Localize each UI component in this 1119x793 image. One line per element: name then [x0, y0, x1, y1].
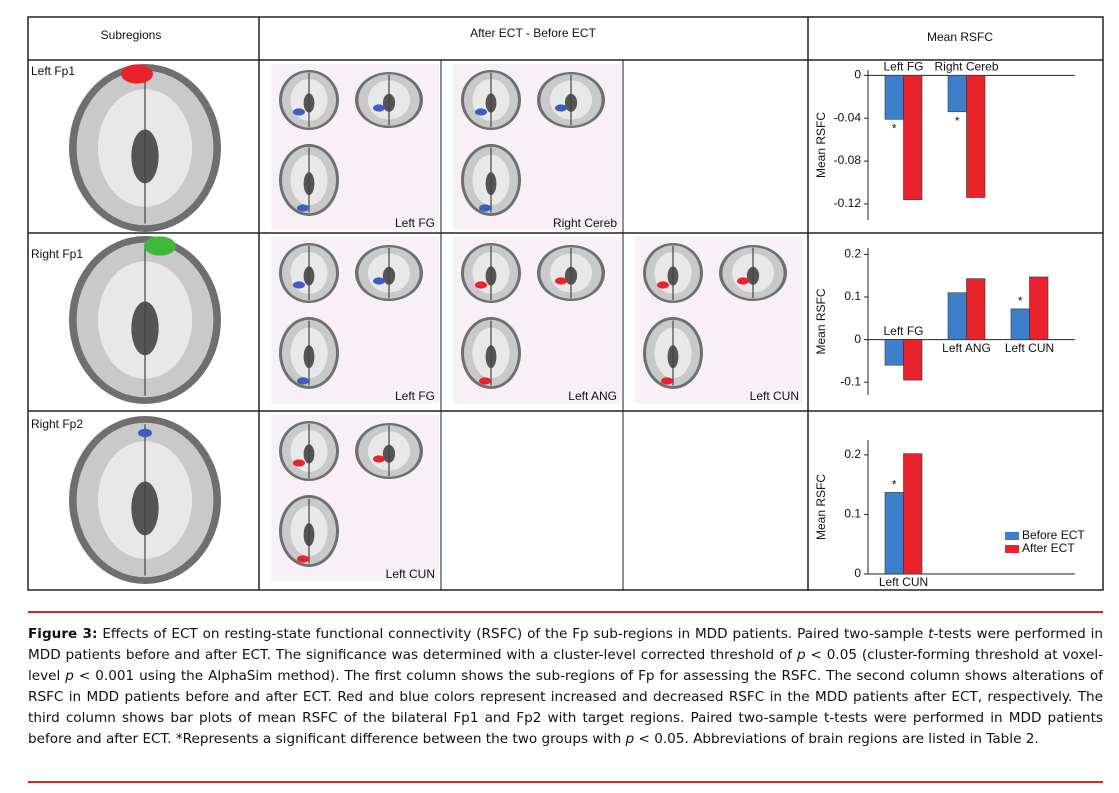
- caption-text: t: [928, 626, 934, 642]
- region-label: Left CUN: [750, 389, 799, 403]
- x-category-label: Right Cereb: [934, 60, 998, 74]
- subregion-label: Right Fp2: [31, 417, 83, 431]
- y-tick-label: 0: [854, 332, 861, 346]
- y-tick-label: -0.12: [834, 196, 862, 210]
- brain-cluster: [373, 104, 385, 112]
- bar: [903, 453, 923, 575]
- brain-cluster: [293, 281, 305, 289]
- region-label: Left CUN: [386, 567, 435, 581]
- subregion-label: Left Fp1: [31, 64, 75, 78]
- brain-cluster: [479, 204, 491, 212]
- bar: [1029, 276, 1049, 340]
- legend-swatch: [1005, 532, 1019, 540]
- y-tick-label: 0: [854, 68, 861, 82]
- y-tick-label: 0: [854, 566, 861, 580]
- caption: Figure 3: Effects of ECT on resting-stat…: [28, 624, 1103, 750]
- bar: [947, 75, 967, 113]
- bar: [903, 75, 923, 200]
- significance-mark: *: [955, 114, 960, 128]
- figure: Subregions After ECT - Before ECT Mean R…: [27, 16, 1104, 591]
- caption-text: p: [65, 668, 74, 684]
- table-grid: [27, 16, 1104, 591]
- brain-cluster: [373, 277, 385, 285]
- brain-cluster: [293, 108, 305, 116]
- brain-cluster: [479, 377, 491, 385]
- brain-cluster: [297, 377, 309, 385]
- caption-text: Effects of ECT on resting-state function…: [97, 626, 929, 642]
- brain-cluster: [475, 281, 487, 289]
- legend-swatch: [1005, 545, 1019, 553]
- x-category-label: Left FG: [883, 324, 923, 338]
- bar: [966, 75, 986, 198]
- y-tick-label: 0.2: [844, 447, 861, 461]
- bar: [884, 492, 904, 575]
- caption-text: -tests were performed in MDD patients be…: [28, 626, 1103, 663]
- bar: [947, 292, 967, 340]
- brain-cluster: [555, 104, 567, 112]
- caption-text: p: [797, 647, 806, 663]
- significance-mark: *: [892, 478, 897, 492]
- x-category-label: Left FG: [883, 60, 923, 74]
- brain-cluster: [737, 277, 749, 285]
- y-tick-label: -0.1: [840, 374, 861, 388]
- brain-cluster: [121, 64, 153, 84]
- brain-cluster: [657, 281, 669, 289]
- brain-cluster: [373, 455, 385, 463]
- y-tick-label: 0.1: [844, 289, 861, 303]
- caption-label: Figure 3:: [28, 626, 98, 642]
- bar: [966, 278, 986, 340]
- region-label: Left ANG: [568, 389, 617, 403]
- brain-cluster: [661, 377, 673, 385]
- y-tick-label: 0.2: [844, 247, 861, 261]
- column-header: Mean RSFC: [927, 30, 993, 44]
- y-tick-label: -0.08: [834, 153, 862, 167]
- region-label: Left FG: [395, 389, 435, 403]
- brain-cluster: [138, 428, 152, 438]
- caption-text: < 0.001 using the AlphaSim method). The …: [28, 668, 1103, 747]
- brain-cluster: [297, 204, 309, 212]
- caption-text: p: [625, 731, 635, 747]
- caption-rule: [28, 781, 1103, 783]
- y-axis-label: Mean RSFC: [814, 288, 828, 354]
- brain-cluster: [293, 459, 305, 467]
- y-axis-label: Mean RSFC: [814, 112, 828, 178]
- legend-label: After ECT: [1022, 541, 1075, 555]
- y-tick-label: -0.04: [834, 110, 862, 124]
- brain-cluster: [297, 555, 309, 563]
- y-axis-label: Mean RSFC: [814, 474, 828, 540]
- bar: [903, 339, 923, 381]
- caption-rule: [28, 611, 1103, 613]
- bar: [1010, 308, 1030, 340]
- region-label: Left FG: [395, 216, 435, 230]
- bar: [884, 339, 904, 366]
- subregion-label: Right Fp1: [31, 247, 83, 261]
- significance-mark: *: [892, 121, 897, 135]
- bar: [884, 75, 904, 120]
- caption-text: < 0.05 (cluster-forming threshold at vox…: [28, 647, 1103, 684]
- y-tick-label: 0.1: [844, 507, 861, 521]
- caption-text: < 0.05. Abbreviations of brain regions a…: [634, 731, 1039, 747]
- brain-cluster: [144, 236, 176, 256]
- significance-mark: *: [1018, 294, 1023, 308]
- x-category-label: Left CUN: [1005, 341, 1054, 355]
- brain-cluster: [475, 108, 487, 116]
- column-header: After ECT - Before ECT: [470, 26, 596, 40]
- legend-label: Before ECT: [1022, 528, 1085, 542]
- column-header: Subregions: [101, 28, 162, 42]
- x-category-label: Left CUN: [879, 575, 928, 589]
- region-label: Right Cereb: [553, 216, 617, 230]
- x-category-label: Left ANG: [942, 341, 991, 355]
- brain-cluster: [555, 277, 567, 285]
